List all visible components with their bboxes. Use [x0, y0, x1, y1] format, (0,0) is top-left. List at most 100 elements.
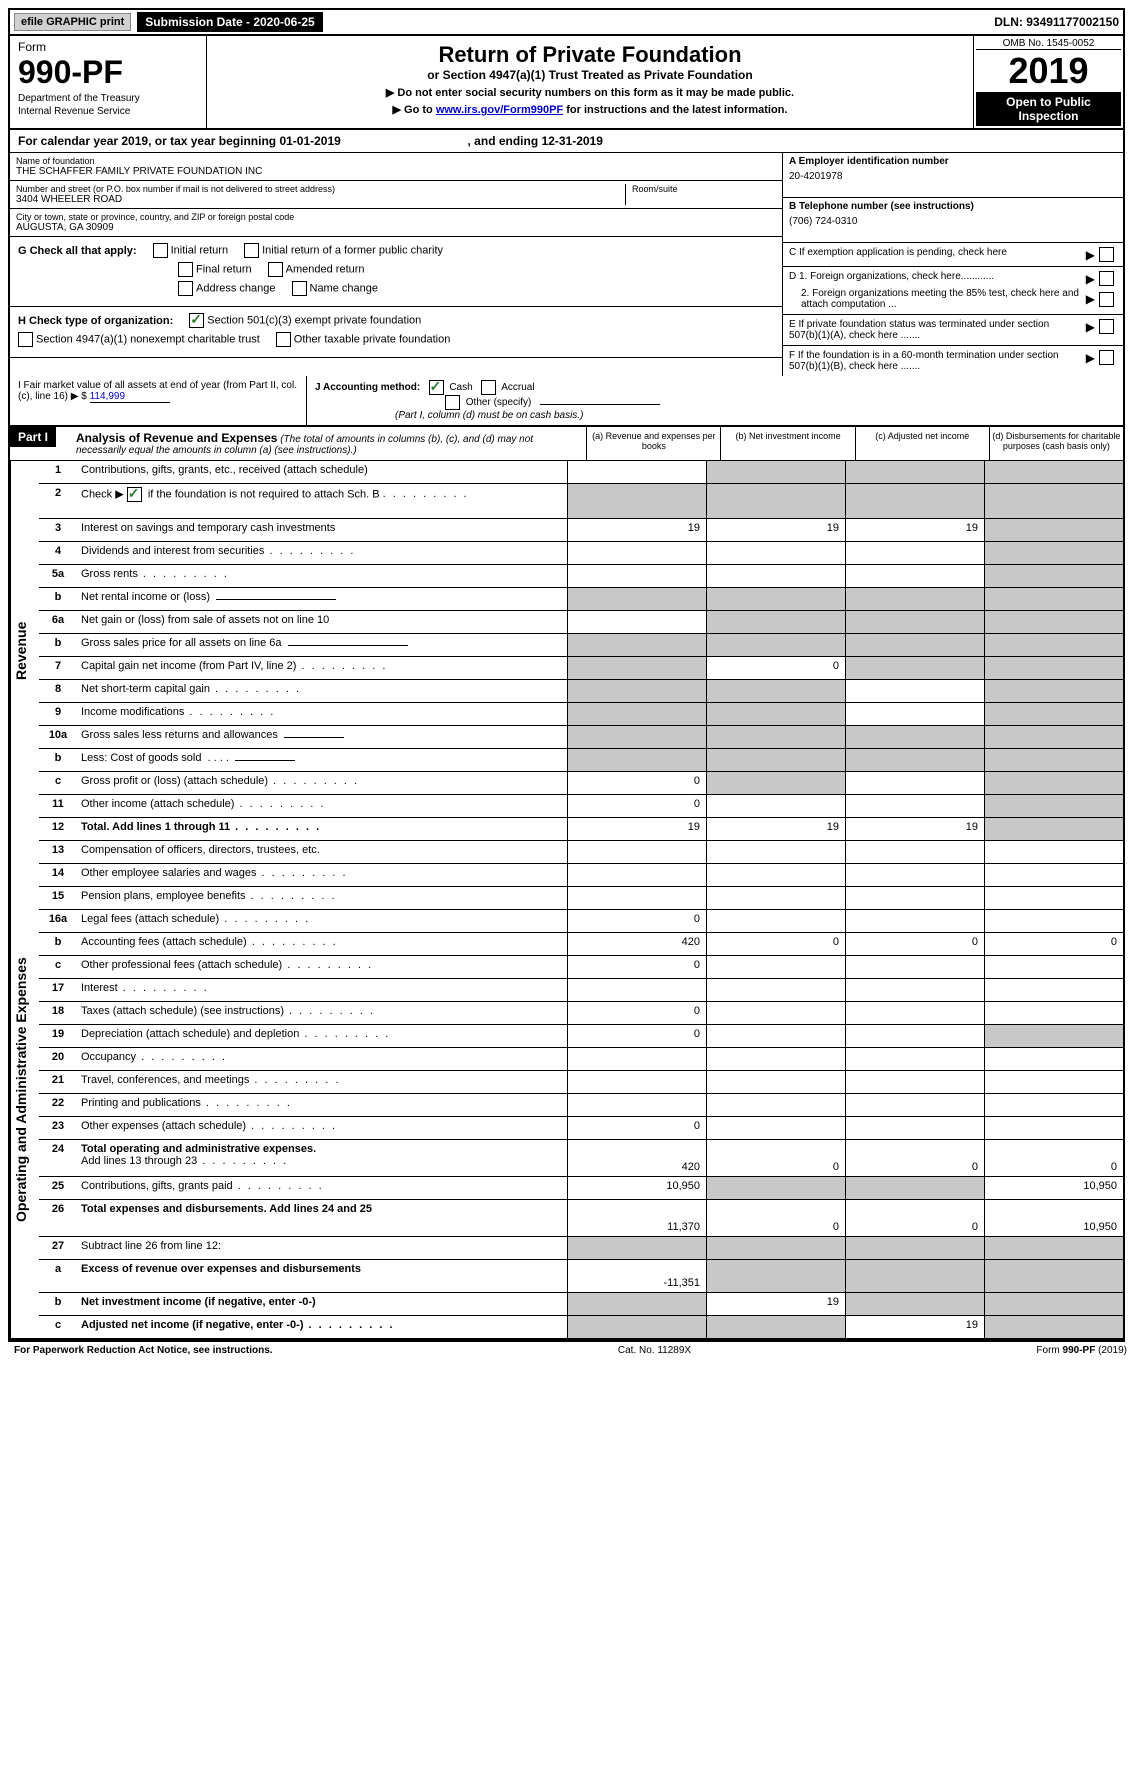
- num-7: 7: [39, 657, 77, 679]
- e-checkbox[interactable]: [1099, 319, 1114, 334]
- r10b-d: [984, 749, 1123, 771]
- r15-a: [567, 887, 706, 909]
- desc-10b-text: Less: Cost of goods sold: [81, 752, 201, 764]
- info-right-column: A Employer identification number 20-4201…: [782, 153, 1123, 376]
- form-990pf: efile GRAPHIC print Submission Date - 20…: [8, 8, 1125, 1342]
- open-public: Open to Public Inspection: [976, 92, 1121, 126]
- f-label: F If the foundation is in a 60-month ter…: [789, 350, 1086, 372]
- col-d-header: (d) Disbursements for charitable purpose…: [989, 427, 1123, 460]
- g-opt6: Name change: [310, 282, 379, 294]
- dots: [249, 1074, 340, 1086]
- dots: [282, 959, 373, 971]
- r9-b: [706, 703, 845, 725]
- h-4947-checkbox[interactable]: [18, 332, 33, 347]
- sch-b-checkbox[interactable]: [127, 487, 142, 502]
- desc-10a-text: Gross sales less returns and allowances: [81, 729, 278, 741]
- desc-15-text: Pension plans, employee benefits: [81, 890, 246, 902]
- g-name-checkbox[interactable]: [292, 281, 307, 296]
- num-27c: c: [39, 1316, 77, 1338]
- expenses-section: Operating and Administrative Expenses 13…: [10, 841, 1123, 1340]
- j-accrual: Accrual: [501, 382, 534, 393]
- num-13: 13: [39, 841, 77, 863]
- form-number: 990-PF: [18, 54, 198, 91]
- num-10a: 10a: [39, 726, 77, 748]
- dots: [201, 1097, 292, 1109]
- col-c-header: (c) Adjusted net income: [855, 427, 989, 460]
- j-cash-checkbox[interactable]: [429, 380, 444, 395]
- dots: [230, 821, 321, 833]
- row-23: 23 Other expenses (attach schedule) 0: [39, 1117, 1123, 1140]
- g-address-checkbox[interactable]: [178, 281, 193, 296]
- r10b-input[interactable]: [235, 760, 295, 761]
- r3-b: 19: [706, 519, 845, 541]
- r27b-a: [567, 1293, 706, 1315]
- f-checkbox[interactable]: [1099, 350, 1114, 365]
- r5b-input[interactable]: [216, 599, 336, 600]
- h-501c3-checkbox[interactable]: [189, 313, 204, 328]
- r14-b: [706, 864, 845, 886]
- r14-a: [567, 864, 706, 886]
- r27b-d: [984, 1293, 1123, 1315]
- d-item: D 1. Foreign organizations, check here..…: [783, 267, 1123, 315]
- arrow-icon: ▶: [1086, 320, 1095, 334]
- efile-button[interactable]: efile GRAPHIC print: [14, 13, 131, 31]
- d2-checkbox[interactable]: [1099, 292, 1114, 307]
- j-other-input[interactable]: [540, 404, 660, 405]
- col-b-header: (b) Net investment income: [720, 427, 854, 460]
- desc-2-pre: Check ▶: [81, 488, 124, 500]
- g-initial-checkbox[interactable]: [153, 243, 168, 258]
- i-cell: I Fair market value of all assets at end…: [10, 376, 307, 425]
- c-label: C If exemption application is pending, c…: [789, 247, 1086, 258]
- phone-cell: B Telephone number (see instructions) (7…: [783, 198, 1123, 243]
- g-initial-former-checkbox[interactable]: [244, 243, 259, 258]
- street-label: Number and street (or P.O. box number if…: [16, 184, 625, 194]
- r24-a: 420: [567, 1140, 706, 1176]
- row-7: 7 Capital gain net income (from Part IV,…: [39, 657, 1123, 680]
- section-h: H Check type of organization: Section 50…: [10, 307, 782, 358]
- j-accrual-checkbox[interactable]: [481, 380, 496, 395]
- desc-27a: Excess of revenue over expenses and disb…: [77, 1260, 567, 1292]
- desc-27c-text: Adjusted net income (if negative, enter …: [81, 1319, 303, 1331]
- num-15: 15: [39, 887, 77, 909]
- r9-a: [567, 703, 706, 725]
- omb-number: OMB No. 1545-0052: [976, 38, 1121, 50]
- num-11: 11: [39, 795, 77, 817]
- irs-link[interactable]: www.irs.gov/Form990PF: [436, 104, 563, 116]
- num-3: 3: [39, 519, 77, 541]
- e-item: E If private foundation status was termi…: [783, 315, 1123, 346]
- num-19: 19: [39, 1025, 77, 1047]
- desc-25: Contributions, gifts, grants paid: [77, 1177, 567, 1199]
- part1-title-wrap: Analysis of Revenue and Expenses (The to…: [72, 427, 586, 460]
- j-other-checkbox[interactable]: [445, 395, 460, 410]
- r20-c: [845, 1048, 984, 1070]
- r10a-input[interactable]: [284, 737, 344, 738]
- c-item: C If exemption application is pending, c…: [783, 243, 1123, 267]
- desc-24-text: Total operating and administrative expen…: [81, 1143, 316, 1155]
- desc-6b: Gross sales price for all assets on line…: [77, 634, 567, 656]
- ein-label: A Employer identification number: [789, 156, 1117, 167]
- r12-c: 19: [845, 818, 984, 840]
- row-16c: c Other professional fees (attach schedu…: [39, 956, 1123, 979]
- r25-d: 10,950: [984, 1177, 1123, 1199]
- dots: [233, 1180, 324, 1192]
- g-amended-checkbox[interactable]: [268, 262, 283, 277]
- g-final-checkbox[interactable]: [178, 262, 193, 277]
- desc-25-text: Contributions, gifts, grants paid: [81, 1180, 233, 1192]
- r6b-input[interactable]: [288, 645, 408, 646]
- row-5b: b Net rental income or (loss): [39, 588, 1123, 611]
- j-other: Other (specify): [466, 397, 532, 408]
- r20-d: [984, 1048, 1123, 1070]
- r8-b: [706, 680, 845, 702]
- r25-b: [706, 1177, 845, 1199]
- h-other-checkbox[interactable]: [276, 332, 291, 347]
- dots: [296, 660, 387, 672]
- row-22: 22 Printing and publications: [39, 1094, 1123, 1117]
- c-checkbox[interactable]: [1099, 247, 1114, 262]
- ein-value: 20-4201978: [789, 171, 1117, 182]
- r16c-a: 0: [567, 956, 706, 978]
- desc-22-text: Printing and publications: [81, 1097, 201, 1109]
- desc-14: Other employee salaries and wages: [77, 864, 567, 886]
- d1-checkbox[interactable]: [1099, 271, 1114, 286]
- r18-d: [984, 1002, 1123, 1024]
- city-label: City or town, state or province, country…: [16, 212, 776, 222]
